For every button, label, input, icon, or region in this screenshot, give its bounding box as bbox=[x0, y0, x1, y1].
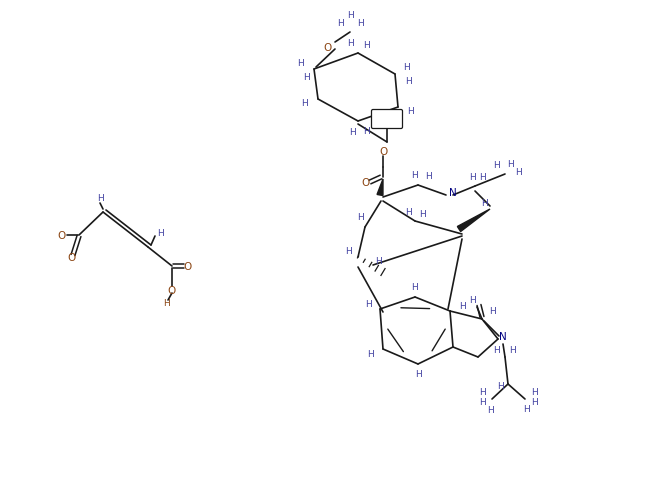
Text: O: O bbox=[58, 230, 66, 240]
Text: H: H bbox=[302, 98, 308, 107]
Text: H: H bbox=[158, 229, 164, 238]
Text: H: H bbox=[486, 406, 494, 415]
Text: H: H bbox=[403, 63, 409, 72]
Text: H: H bbox=[345, 247, 351, 256]
Text: H: H bbox=[531, 388, 537, 396]
Text: H: H bbox=[424, 172, 432, 181]
Text: O: O bbox=[379, 147, 387, 156]
Text: H: H bbox=[469, 173, 475, 182]
Text: H: H bbox=[411, 283, 419, 292]
Text: H: H bbox=[363, 40, 370, 49]
Text: H: H bbox=[480, 388, 486, 396]
Text: H: H bbox=[524, 405, 530, 414]
FancyBboxPatch shape bbox=[372, 110, 402, 129]
Polygon shape bbox=[377, 180, 383, 196]
Text: O: O bbox=[68, 252, 76, 263]
Text: H: H bbox=[336, 18, 344, 27]
Text: H: H bbox=[162, 299, 170, 308]
Text: H: H bbox=[411, 171, 419, 180]
Text: H: H bbox=[488, 307, 496, 316]
Polygon shape bbox=[457, 210, 490, 232]
Text: H: H bbox=[347, 11, 353, 20]
Text: O: O bbox=[324, 43, 332, 53]
Text: O: O bbox=[361, 178, 369, 188]
Text: H: H bbox=[531, 397, 537, 407]
Text: H: H bbox=[357, 213, 363, 222]
Text: H: H bbox=[405, 77, 411, 86]
Text: H: H bbox=[415, 370, 421, 379]
Text: H: H bbox=[480, 397, 486, 407]
Text: H: H bbox=[494, 346, 500, 355]
Text: H: H bbox=[407, 107, 413, 116]
Text: H: H bbox=[507, 160, 513, 169]
Text: O: O bbox=[168, 286, 176, 295]
Text: H: H bbox=[297, 59, 304, 67]
Text: H: H bbox=[375, 257, 381, 266]
Text: H: H bbox=[419, 210, 425, 219]
Text: H: H bbox=[514, 168, 522, 177]
Text: H: H bbox=[363, 127, 370, 136]
Text: H: H bbox=[469, 296, 475, 305]
Text: H: H bbox=[480, 173, 486, 182]
Text: H: H bbox=[368, 350, 374, 359]
Text: H: H bbox=[494, 161, 500, 170]
Text: O: O bbox=[184, 262, 192, 271]
Text: N: N bbox=[449, 188, 457, 198]
Text: H: H bbox=[347, 38, 353, 48]
Text: H: H bbox=[510, 346, 516, 355]
Text: Abs: Abs bbox=[379, 115, 394, 124]
Text: H: H bbox=[482, 199, 488, 208]
Text: H: H bbox=[349, 128, 355, 137]
Text: N: N bbox=[499, 331, 507, 341]
Text: H: H bbox=[357, 18, 363, 27]
Text: H: H bbox=[96, 194, 104, 203]
Text: H: H bbox=[364, 300, 372, 309]
Text: H: H bbox=[405, 208, 411, 217]
Text: H: H bbox=[497, 382, 503, 391]
Text: H: H bbox=[303, 73, 310, 83]
Text: H: H bbox=[458, 302, 466, 311]
